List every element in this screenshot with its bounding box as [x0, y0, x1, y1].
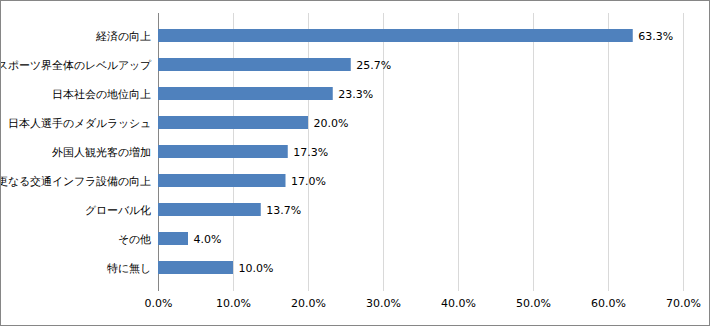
svg-text:40.0%: 40.0% [441, 297, 476, 310]
svg-text:更なる交通インフラ設備の向上: 更なる交通インフラ設備の向上 [1, 175, 151, 188]
svg-text:20.0%: 20.0% [314, 117, 349, 130]
svg-text:17.3%: 17.3% [293, 146, 328, 159]
svg-text:0.0%: 0.0% [145, 297, 173, 310]
svg-text:60.0%: 60.0% [591, 297, 626, 310]
svg-text:17.0%: 17.0% [291, 175, 326, 188]
svg-text:70.0%: 70.0% [666, 297, 701, 310]
svg-text:日本社会の地位向上: 日本社会の地位向上 [52, 88, 151, 101]
svg-text:10.0%: 10.0% [239, 262, 274, 275]
svg-text:50.0%: 50.0% [516, 297, 551, 310]
svg-text:その他: その他 [118, 233, 151, 246]
svg-text:13.7%: 13.7% [266, 204, 301, 217]
svg-text:10.0%: 10.0% [216, 297, 251, 310]
svg-text:グローバル化: グローバル化 [85, 204, 151, 217]
svg-text:25.7%: 25.7% [356, 59, 391, 72]
svg-text:日本人選手のメダルラッシュ: 日本人選手のメダルラッシュ [8, 117, 151, 130]
svg-text:63.3%: 63.3% [638, 30, 673, 43]
svg-text:特に無し: 特に無し [107, 262, 151, 275]
svg-text:スポーツ界全体のレベルアップ: スポーツ界全体のレベルアップ [1, 59, 152, 72]
svg-text:30.0%: 30.0% [366, 297, 401, 310]
svg-text:外国人観光客の増加: 外国人観光客の増加 [52, 146, 151, 159]
svg-text:20.0%: 20.0% [291, 297, 326, 310]
svg-text:経済の向上: 経済の向上 [95, 30, 151, 43]
svg-text:23.3%: 23.3% [338, 88, 373, 101]
svg-text:4.0%: 4.0% [194, 233, 222, 246]
